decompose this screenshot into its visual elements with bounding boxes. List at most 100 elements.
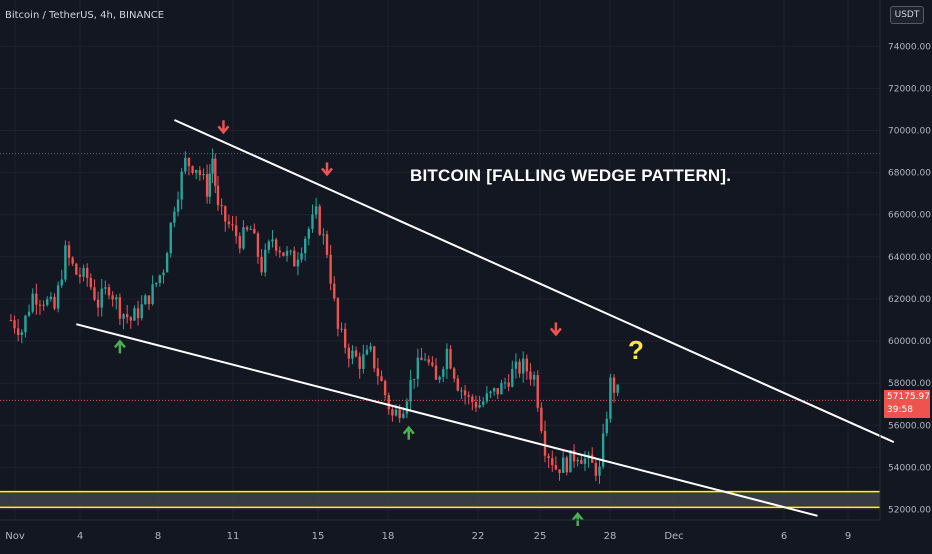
candle-body xyxy=(274,239,278,251)
candle-body xyxy=(325,234,329,255)
candle-body xyxy=(256,233,260,257)
candle-body xyxy=(554,465,558,470)
candle-body xyxy=(307,228,311,239)
candle-body xyxy=(205,174,209,197)
candle-body xyxy=(234,225,238,237)
candle-body xyxy=(169,222,172,254)
candle-body xyxy=(598,466,601,476)
candle-body xyxy=(394,409,398,416)
pattern-annotation: BITCOIN [FALLING WEDGE PATTERN]. xyxy=(410,166,731,185)
x-tick-label: 22 xyxy=(472,531,485,542)
candle-body xyxy=(13,320,16,329)
candle-body xyxy=(405,401,409,414)
candle-body xyxy=(53,296,56,309)
arrow-down-icon xyxy=(321,162,333,177)
candle-body xyxy=(583,458,587,464)
y-tick-label: 52000.00 xyxy=(888,505,931,515)
candle-body xyxy=(565,457,568,473)
candle-body xyxy=(511,368,514,387)
currency-badge[interactable]: USDT xyxy=(890,6,924,24)
candle-body xyxy=(442,369,445,377)
arrow-head xyxy=(321,167,333,177)
candle-body xyxy=(155,282,158,285)
arrow-down-icon xyxy=(217,120,230,135)
candle-body xyxy=(118,297,122,319)
candle-body xyxy=(398,409,401,418)
candle-body xyxy=(314,206,318,215)
candle-body xyxy=(434,365,438,380)
x-axis: Nov 4 8 11 15 18 22 25 28 Dec 6 9 xyxy=(0,519,880,542)
candle-body xyxy=(264,249,267,273)
candle-body xyxy=(129,317,132,321)
candle-body xyxy=(93,287,96,300)
candle-body xyxy=(500,383,503,395)
candle-body xyxy=(191,166,194,173)
candle-body xyxy=(24,315,27,333)
candle-body xyxy=(158,275,162,283)
candle-body xyxy=(576,459,579,462)
arrow-up-icon xyxy=(571,512,584,526)
candle-body xyxy=(369,346,372,350)
arrow-up-icon xyxy=(113,339,126,354)
candle-body xyxy=(46,299,49,305)
candle-body xyxy=(569,450,572,473)
candle-body xyxy=(373,346,376,369)
candle-body xyxy=(49,296,53,300)
candle-body xyxy=(147,295,151,305)
candle-body xyxy=(267,241,271,250)
candle-body xyxy=(195,170,198,173)
symbol-title[interactable]: Bitcoin / TetherUS, 4h, BINANCE xyxy=(5,10,165,21)
candle-body xyxy=(362,354,365,369)
candle-body xyxy=(354,350,358,357)
question-mark: ? xyxy=(628,335,644,365)
candle-body xyxy=(594,462,598,476)
candle-body xyxy=(227,221,231,225)
candle-body xyxy=(492,388,496,392)
candle-body xyxy=(67,245,71,258)
candle-body xyxy=(144,295,147,305)
candle-body xyxy=(133,308,136,321)
y-tick-label: 64000.00 xyxy=(888,253,931,263)
candle-body xyxy=(543,430,547,456)
x-tick-label: Dec xyxy=(664,531,683,542)
candle-body xyxy=(540,407,543,431)
candle-body xyxy=(445,348,449,370)
candle-body xyxy=(514,361,518,369)
bar-countdown: 39:58 xyxy=(887,405,913,415)
arrow-layer xyxy=(113,120,584,526)
candle-body xyxy=(333,283,336,299)
candle-body xyxy=(86,267,89,278)
y-tick-label: 72000.00 xyxy=(888,84,931,94)
x-tick-label: Nov xyxy=(5,531,25,542)
candle-body xyxy=(420,357,423,361)
candle-body xyxy=(9,320,13,321)
candle-body xyxy=(340,328,343,330)
candle-body xyxy=(285,250,289,256)
candle-body xyxy=(478,404,481,408)
candle-body xyxy=(122,314,125,319)
candle-body xyxy=(56,285,60,309)
support-band-rect xyxy=(0,491,880,508)
candle-body xyxy=(580,459,583,464)
candle-body xyxy=(31,293,34,312)
candle-body xyxy=(572,450,576,462)
candle-body xyxy=(20,332,23,336)
y-tick-label: 58000.00 xyxy=(888,379,931,389)
candle-body xyxy=(78,274,82,277)
candle-body xyxy=(293,250,296,267)
candle-body xyxy=(609,377,612,419)
candle-body xyxy=(253,228,256,234)
y-tick-label: 62000.00 xyxy=(888,295,931,305)
candle-body xyxy=(507,382,510,387)
x-tick-label: 11 xyxy=(227,531,240,542)
y-tick-label: 68000.00 xyxy=(888,169,931,179)
candle-body xyxy=(387,395,390,410)
candle-body xyxy=(456,378,459,391)
candle-body xyxy=(60,279,63,286)
candle-body xyxy=(409,379,412,402)
candle-body xyxy=(532,375,536,380)
candle-body xyxy=(536,375,539,408)
candle-body xyxy=(282,252,285,256)
trendline-upper xyxy=(173,119,895,444)
candle-body xyxy=(416,357,420,379)
